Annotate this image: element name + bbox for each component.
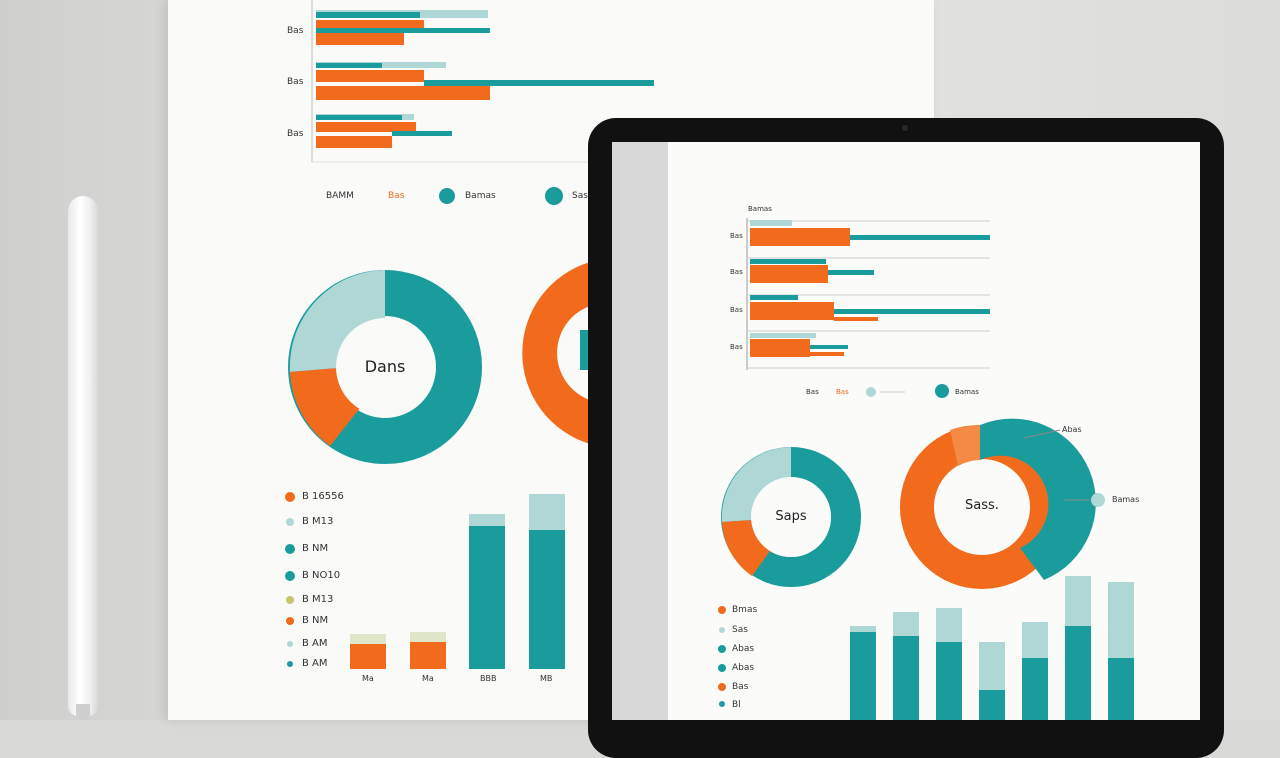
tablet-legend-2: Bas — [836, 388, 849, 396]
tablet-vbar-chart — [850, 576, 1134, 720]
tablet-donut2-callout-2: Bamas — [1112, 495, 1140, 504]
paper-donut-orange — [290, 368, 360, 446]
paper-donut-2 — [522, 262, 590, 444]
paper-list-item-1: B 16556 — [302, 491, 344, 502]
tablet-donut2-callout-1: Abas — [1062, 425, 1082, 434]
paper-vbar-label-3: BBB — [480, 674, 497, 683]
paper-list-item-8: B AM — [302, 658, 328, 669]
paper-hbar-2d — [424, 80, 654, 86]
paper-hbar-2c — [316, 70, 424, 82]
paper-hbar-3b — [316, 115, 402, 120]
tablet-legend-1: Bas — [806, 388, 819, 396]
tablet-hbar-label-2: Bas — [730, 268, 743, 276]
paper-vbar-chart — [350, 494, 565, 669]
tablet-donut1-center: Saps — [775, 509, 807, 524]
tablet-hbar-title: Bamas — [748, 205, 772, 213]
paper-vbar-2 — [410, 642, 446, 669]
paper-vbar-label-4: MB — [540, 674, 553, 683]
paper-list-item-5: B M13 — [302, 594, 334, 605]
paper-legend-markers — [439, 187, 563, 205]
tablet-camera — [902, 125, 908, 131]
tablet-graphics — [718, 218, 1134, 720]
tablet-list-item-1: Bmas — [732, 605, 758, 615]
paper-vbar-2-top — [410, 632, 446, 642]
paper-donut2-teal — [580, 330, 588, 370]
tablet-legend-3: Bamas — [955, 388, 979, 396]
paper-vbar-1 — [350, 644, 386, 669]
tablet-hbar-label-1: Bas — [730, 232, 743, 240]
paper-vbar-label-2: Ma — [422, 674, 434, 683]
paper-vbar-label-1: Ma — [362, 674, 374, 683]
tablet-list-item-2: Sas — [732, 625, 748, 635]
stylus-tip — [76, 704, 90, 720]
paper-vbar-4 — [529, 530, 565, 669]
paper-hbar-1d — [316, 28, 490, 33]
paper-legend-2: Bas — [388, 191, 405, 201]
paper-hbar-3e — [316, 136, 392, 148]
paper-hbar-3d — [392, 131, 452, 136]
tablet-hbar-label-4: Bas — [730, 343, 743, 351]
tablet-list-dots — [718, 606, 726, 707]
tablet-hbar-chart — [746, 218, 990, 370]
paper-hbar-3c — [316, 122, 416, 132]
paper-list-item-4: B NO10 — [302, 570, 341, 581]
paper-donut2-orange — [522, 262, 590, 444]
paper-donut-light — [289, 270, 385, 372]
paper-donut — [288, 270, 482, 464]
paper-donut-center-label: Dans — [364, 357, 406, 376]
tablet-donut2-center: Sass. — [965, 498, 999, 513]
tablet-hbar-label-3: Bas — [730, 306, 743, 314]
paper-hbar-1c — [316, 20, 424, 28]
paper-donut-hole — [336, 318, 434, 416]
paper-hbar-2e — [316, 86, 490, 100]
paper-vbar-1-top — [350, 634, 386, 644]
paper-hbar-1b — [316, 12, 420, 18]
tablet-screen-side — [612, 142, 668, 720]
tablet-legend-markers — [866, 384, 949, 398]
paper-hbar-2b — [316, 63, 382, 68]
paper-legend-3: Bamas — [465, 191, 496, 201]
paper-hbar-label-3: Bas — [287, 129, 304, 139]
paper-vbar-3-top — [469, 514, 505, 526]
tablet-list-item-4: Abas — [732, 663, 755, 673]
paper-list-item-3: B NM — [302, 543, 329, 554]
tablet-donut-1 — [721, 447, 861, 587]
paper-legend-dot-1 — [439, 188, 455, 204]
paper-list-dots — [285, 492, 295, 667]
tablet-donut-2 — [900, 418, 1105, 589]
paper-legend-1: BAMM — [326, 191, 354, 201]
tablet-list-item-5: Bas — [732, 682, 749, 692]
tablet-list-item-3: Abas — [732, 644, 755, 654]
paper-list-item-6: B NM — [302, 615, 329, 626]
paper-vbar-4-top — [529, 494, 565, 530]
paper-list-item-2: B M13 — [302, 516, 334, 527]
stylus-pen — [68, 196, 98, 716]
paper-hbar-1e — [316, 33, 404, 45]
paper-legend-4: Sas — [572, 191, 588, 201]
tablet-list-item-6: Bl — [732, 700, 741, 710]
paper-hbar-label-1: Bas — [287, 26, 304, 36]
paper-list-item-7: B AM — [302, 638, 328, 649]
paper-vbar-3 — [469, 526, 505, 669]
paper-hbar-label-2: Bas — [287, 77, 304, 87]
paper-legend-dot-2 — [545, 187, 563, 205]
